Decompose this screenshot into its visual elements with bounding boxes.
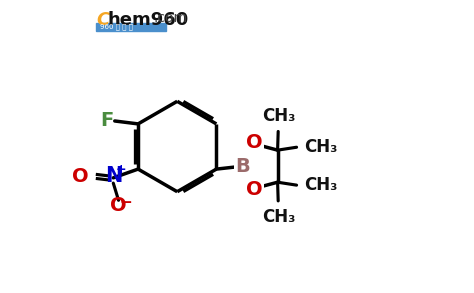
Text: CH₃: CH₃ bbox=[263, 208, 296, 226]
Text: .com: .com bbox=[154, 11, 188, 25]
Text: O: O bbox=[73, 167, 89, 186]
Text: B: B bbox=[235, 157, 250, 176]
Text: −: − bbox=[120, 195, 133, 210]
Text: N: N bbox=[106, 166, 123, 186]
Text: O: O bbox=[110, 196, 127, 215]
Text: CH₃: CH₃ bbox=[304, 138, 337, 156]
FancyBboxPatch shape bbox=[96, 23, 166, 31]
Text: C: C bbox=[96, 11, 109, 29]
Text: O: O bbox=[246, 180, 263, 199]
Text: CH₃: CH₃ bbox=[304, 176, 337, 194]
Text: CH₃: CH₃ bbox=[263, 107, 296, 125]
Text: O: O bbox=[246, 133, 263, 152]
Text: +: + bbox=[115, 163, 126, 176]
Text: hem960: hem960 bbox=[107, 11, 189, 29]
Text: 960 化 工 网: 960 化 工 网 bbox=[100, 23, 133, 30]
Text: F: F bbox=[100, 111, 113, 130]
